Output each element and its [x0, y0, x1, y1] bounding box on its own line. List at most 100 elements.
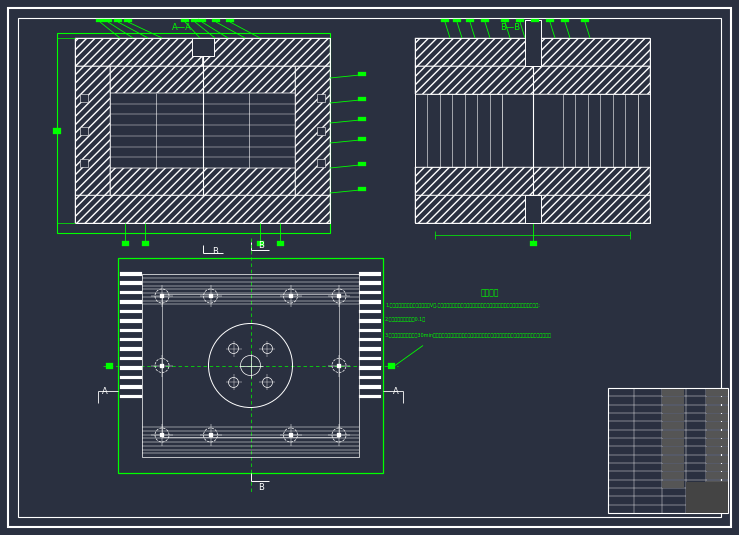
Bar [120, 319, 142, 323]
Text: 技术要求: 技术要求 [481, 288, 500, 297]
Bar [662, 447, 684, 454]
Bar [120, 300, 142, 304]
Bar [75, 38, 330, 223]
Bar [662, 398, 684, 404]
Bar [662, 389, 684, 396]
Bar [706, 398, 728, 404]
Bar [120, 366, 142, 370]
Bar [706, 456, 728, 462]
Bar [358, 97, 366, 101]
Bar [441, 19, 449, 22]
Bar [75, 38, 330, 66]
Bar [706, 431, 728, 438]
Bar [120, 347, 142, 351]
Bar [530, 241, 537, 246]
Bar [525, 20, 540, 66]
Bar [388, 363, 395, 369]
Bar [118, 258, 383, 473]
Bar [160, 363, 164, 368]
Bar [198, 19, 206, 22]
Text: A: A [102, 387, 108, 396]
Bar [359, 376, 381, 379]
Bar [208, 294, 213, 298]
Text: B—B: B—B [500, 24, 520, 33]
Bar [359, 300, 381, 304]
Bar [75, 66, 110, 195]
Bar [501, 19, 509, 22]
Text: 1.零工各部分配合的精度要求达到Ⅴ级,各零与油封之其基面必须经磨削处理，磨削与滑动面表面粗糙度应符合图纸要求;: 1.零工各部分配合的精度要求达到Ⅴ级,各零与油封之其基面必须经磨削处理，磨削与滑… [385, 302, 540, 308]
Bar [358, 137, 366, 141]
Bar [142, 241, 149, 246]
Bar [662, 439, 684, 446]
Bar [481, 19, 489, 22]
Text: B: B [259, 241, 265, 250]
Bar [359, 394, 381, 398]
Bar [359, 319, 381, 323]
Bar [120, 281, 142, 285]
Bar [415, 38, 650, 223]
Bar [662, 464, 684, 471]
Bar [120, 376, 142, 379]
Bar [288, 433, 293, 437]
Bar [104, 19, 112, 22]
Bar [706, 414, 728, 421]
Bar [80, 126, 88, 134]
Bar [415, 66, 650, 94]
Bar [662, 431, 684, 438]
Bar [359, 328, 381, 332]
Bar [415, 38, 650, 66]
Bar [110, 66, 295, 93]
Bar [358, 117, 366, 121]
Bar [110, 168, 295, 195]
Bar [415, 166, 650, 195]
Bar [191, 38, 214, 56]
Bar [662, 422, 684, 429]
Bar [181, 19, 189, 22]
Bar [706, 406, 728, 412]
Bar [57, 33, 330, 233]
Bar [288, 294, 293, 298]
Bar [295, 66, 330, 195]
Bar [317, 126, 325, 134]
Bar [662, 406, 684, 412]
Bar [706, 464, 728, 471]
Text: B: B [259, 483, 265, 492]
Bar [120, 338, 142, 341]
Bar [96, 19, 104, 22]
Bar [359, 310, 381, 313]
Bar [706, 422, 728, 429]
Bar [120, 385, 142, 388]
Bar [337, 294, 341, 298]
Text: A—A: A—A [172, 24, 192, 33]
Bar [561, 19, 569, 22]
Bar [337, 433, 341, 437]
Text: B: B [213, 247, 219, 256]
Bar [257, 241, 264, 246]
Bar [686, 482, 728, 513]
Bar [359, 366, 381, 370]
Bar [525, 195, 540, 223]
Bar [120, 291, 142, 294]
Bar [142, 274, 359, 457]
Bar [662, 456, 684, 462]
Bar [277, 241, 284, 246]
Bar [80, 94, 88, 102]
Bar [706, 472, 728, 479]
Bar [337, 363, 341, 368]
Bar [160, 294, 164, 298]
Bar [359, 357, 381, 361]
Bar [80, 159, 88, 167]
Bar [106, 363, 113, 369]
Bar [415, 195, 650, 223]
Bar [120, 272, 142, 276]
Bar [359, 338, 381, 341]
Bar [359, 272, 381, 276]
Bar [359, 385, 381, 388]
Bar [120, 328, 142, 332]
Bar [226, 19, 234, 22]
Bar [358, 162, 366, 166]
Bar [75, 195, 330, 223]
Bar [581, 19, 589, 22]
Bar [358, 72, 366, 76]
Bar [120, 310, 142, 313]
